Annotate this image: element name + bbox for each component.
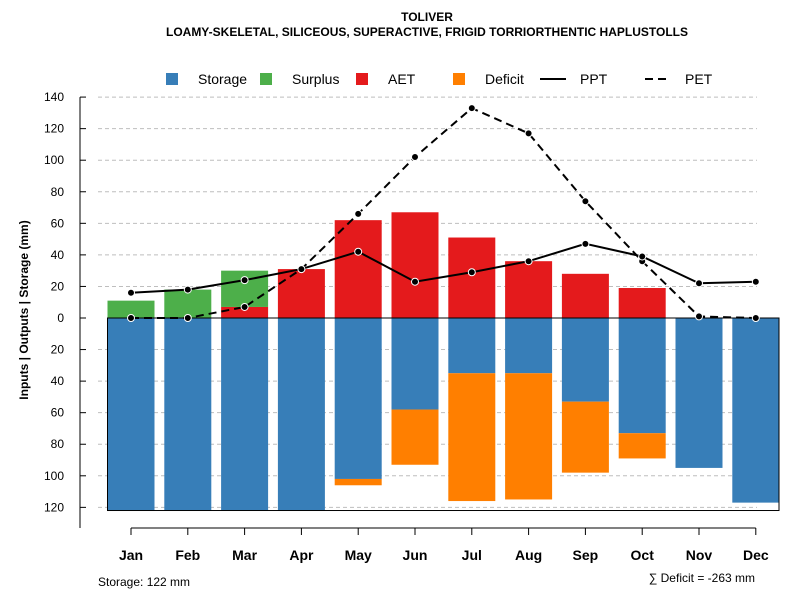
storage-bar: [334, 318, 382, 479]
ppt-line-point: [297, 265, 306, 274]
aet-bar: [561, 273, 609, 318]
ppt-line-point: [524, 257, 533, 266]
y-tick-label: 60: [51, 216, 65, 230]
legend-label-surplus: Surplus: [292, 71, 339, 87]
storage-bar: [221, 318, 269, 511]
storage-bar: [732, 318, 780, 503]
storage-bar: [448, 318, 496, 374]
pet-line-point: [127, 314, 135, 322]
ppt-line-point: [638, 252, 647, 261]
legend-label-aet: AET: [388, 71, 416, 87]
lines: [127, 104, 760, 322]
legend-swatch-aet: [356, 73, 368, 85]
surplus-bar: [164, 289, 212, 318]
legend: Storage Surplus AET Deficit PPT PET: [166, 71, 713, 87]
deficit-bar: [334, 478, 382, 486]
ppt-line-point: [127, 288, 135, 297]
legend-label-pet: PET: [685, 71, 713, 87]
deficit-bar: [618, 433, 666, 459]
surplus-bar: [107, 300, 155, 318]
aet-bar: [391, 212, 439, 318]
chart-subtitle: LOAMY-SKELETAL, SILICEOUS, SUPERACTIVE, …: [166, 25, 688, 39]
pet-line-point: [695, 312, 703, 321]
aet-bar: [618, 288, 666, 318]
deficit-bar: [561, 401, 609, 473]
legend-label-storage: Storage: [198, 71, 247, 87]
pet-line-point: [467, 104, 476, 113]
legend-label-ppt: PPT: [580, 71, 608, 87]
pet-line: [131, 106, 756, 319]
y-tick-label: 100: [44, 153, 64, 167]
storage-bar: [505, 318, 553, 374]
legend-swatch-storage: [166, 73, 178, 85]
y-axis-label: Inputs | Outputs | Storage (mm): [17, 220, 31, 399]
deficit-total-label: ∑ Deficit = -263 mm: [649, 571, 755, 585]
aet-bar: [334, 220, 382, 318]
x-tick-label: Apr: [289, 547, 314, 563]
aet-bar: [221, 306, 269, 318]
axes: 140 120 100 80 60 40 20 0 20 40 60 80 100 120 Jan Feb Ma…: [44, 90, 769, 563]
y-tick-label: 140: [44, 90, 64, 104]
ppt-line-point: [581, 239, 590, 248]
ppt-line: [130, 242, 756, 294]
legend-swatch-surplus: [260, 73, 272, 85]
y-tick-label: 120: [44, 122, 64, 136]
x-tick-label: Sep: [573, 547, 599, 563]
x-tick-label: May: [345, 547, 372, 563]
y-tick-label: 40: [51, 248, 65, 262]
y-tick-label: 60: [51, 406, 65, 420]
legend-label-deficit: Deficit: [485, 71, 524, 87]
y-tick-label: 20: [51, 279, 65, 293]
x-tick-label: Mar: [232, 547, 257, 563]
y-tick-label: 40: [51, 374, 65, 388]
storage-bar: [675, 318, 723, 468]
pet-line-point: [354, 209, 363, 218]
pet-line-point: [240, 302, 249, 311]
x-tick-label: Feb: [175, 547, 200, 563]
y-tick-label: 120: [44, 500, 64, 514]
aet-bar: [505, 261, 553, 318]
storage-bar: [391, 318, 439, 410]
deficit-bar: [448, 373, 496, 502]
ppt-line-point: [467, 268, 476, 277]
ppt-line-point: [240, 276, 249, 285]
y-tick-label: 80: [51, 185, 65, 199]
x-tick-label: Dec: [743, 547, 769, 563]
pet-line-point: [183, 314, 192, 322]
y-tick-label: 80: [51, 437, 65, 451]
y-tick-label: 0: [57, 311, 64, 325]
storage-total-label: Storage: 122 mm: [98, 575, 190, 589]
x-tick-label: Jul: [462, 547, 482, 563]
x-tick-label: Aug: [515, 547, 542, 563]
x-tick-label: Jan: [119, 547, 143, 563]
storage-bar: [618, 318, 666, 434]
y-tick-label: 20: [51, 343, 65, 357]
pet-line-point: [411, 153, 419, 162]
aet-bar: [448, 237, 496, 318]
storage-bar: [107, 318, 155, 511]
storage-bar: [277, 318, 325, 511]
x-tick-label: Oct: [631, 547, 655, 563]
y-tick-label: 100: [44, 469, 64, 483]
legend-swatch-deficit: [453, 73, 465, 85]
ppt-line-point: [695, 279, 703, 288]
x-tick-label: Jun: [403, 547, 428, 563]
pet-line-point: [751, 314, 760, 322]
storage-bar: [561, 318, 609, 402]
pet-line-point: [524, 129, 533, 138]
bars: [107, 212, 780, 512]
deficit-bar: [391, 409, 439, 465]
ppt-line-point: [183, 285, 192, 294]
ppt-line-point: [354, 247, 363, 256]
x-tick-label: Nov: [686, 547, 713, 563]
ppt-line-point: [751, 277, 760, 286]
aet-bar: [277, 269, 325, 318]
deficit-bar: [505, 373, 553, 500]
pet-line-point: [581, 197, 590, 206]
storage-bar: [164, 318, 212, 511]
chart-title: TOLIVER: [401, 10, 453, 24]
ppt-line-point: [411, 277, 419, 286]
